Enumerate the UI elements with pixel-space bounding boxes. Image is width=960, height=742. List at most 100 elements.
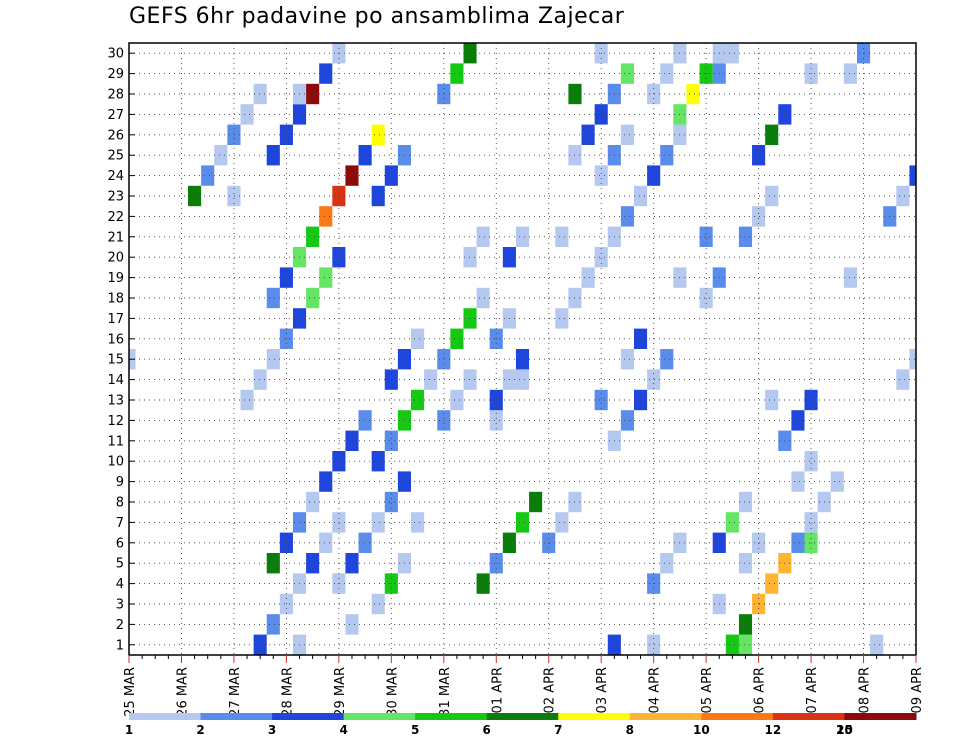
heatmap-cell [791,471,805,492]
heatmap-cell [476,573,490,594]
heatmap-cell [752,206,766,227]
heatmap-cell [240,389,254,411]
y-tick-label: 16 [107,332,124,347]
y-tick-label: 24 [107,169,124,184]
heatmap-cell [830,471,844,492]
heatmap-cell [253,83,267,105]
legend-swatch [701,713,774,720]
x-tick-label: 31 MAR [438,667,453,717]
heatmap-cell [896,185,910,207]
heatmap-cell [765,573,779,594]
heatmap-cell [384,165,398,186]
x-tick-label: 30 MAR [385,667,400,717]
heatmap-cell [765,389,779,411]
y-tick-label: 27 [107,108,124,123]
legend-label: 3 [268,723,276,737]
heatmap-cell [450,328,464,349]
heatmap-cell [201,165,215,186]
y-tick-label: 12 [107,414,124,429]
heatmap-cell [319,267,333,288]
legend-label: 12 [765,723,782,737]
heatmap-cells [129,43,916,655]
heatmap-cell [266,614,280,635]
heatmap-cell [424,369,438,390]
y-tick-label: 4 [116,577,124,592]
y-tick-label: 11 [107,434,124,449]
heatmap-cell [660,63,674,84]
heatmap-cell [371,185,385,207]
heatmap-cell [266,287,280,309]
x-tick-label: 26 MAR [175,667,190,717]
x-tick-label: 02 APR [543,667,558,713]
heatmap-cell [450,63,464,84]
legend-label: 15 [836,723,853,737]
heatmap-cell [738,491,753,513]
heatmap-cell [358,532,372,553]
y-tick-label: 26 [107,128,124,143]
heatmap-cell [332,247,346,268]
heatmap-cell [515,226,530,247]
heatmap-cell [660,349,674,370]
heatmap-cell [463,247,477,268]
y-tick-label: 8 [116,496,124,511]
y-tick-label: 22 [107,210,124,225]
heatmap-cell [437,349,451,370]
chart-title: GEFS 6hr padavine po ansamblima Zajecar [129,4,625,29]
heatmap-cell [686,83,700,105]
heatmap-cell [555,226,569,247]
x-tick-label: 28 MAR [280,667,295,717]
heatmap-cell [909,349,916,370]
legend-swatch [558,713,631,720]
y-tick-label: 18 [107,292,124,307]
heatmap-cell [266,349,280,370]
heatmap-cell [594,247,608,268]
heatmap-cell [620,206,634,227]
legend-label: 6 [483,723,491,737]
y-tick-label: 17 [107,312,124,327]
heatmap-cell [647,165,661,186]
y-tick-label: 19 [107,271,124,286]
heatmap-cell [332,512,346,533]
heatmap-cell [581,267,595,288]
heatmap-cell [725,634,739,655]
heatmap-cell [266,145,280,166]
x-tick-label: 07 APR [805,667,820,713]
heatmap-cell [594,389,608,411]
heatmap-cell [581,124,595,145]
legend-swatch [486,713,559,720]
heatmap-cell [804,451,818,472]
legend-swatch [772,713,845,720]
heatmap-cell [660,145,674,166]
heatmap-cell [529,491,543,513]
x-tick-label: 25 MAR [123,667,138,717]
y-tick-label: 20 [107,251,124,266]
heatmap-cell [384,491,398,513]
y-tick-label: 13 [107,394,124,409]
heatmap-cell [279,267,293,288]
y-tick-label: 7 [116,516,124,531]
heatmap-cell [909,165,916,186]
heatmap-cell [515,369,530,390]
heatmap-cell [384,430,398,451]
x-tick-label: 27 MAR [228,667,243,717]
x-tick-label: 05 APR [700,667,715,713]
heatmap-cell [752,532,766,553]
y-tick-label: 21 [107,230,124,245]
heatmap-cell [463,369,477,390]
heatmap-cell [358,145,372,166]
heatmap-cell [896,369,910,390]
heatmap-cell [319,206,333,227]
legend-swatch [129,713,202,720]
x-tick-label: 03 APR [595,667,610,713]
x-tick-label: 06 APR [753,667,768,713]
heatmap-cell [542,532,556,553]
heatmap-cell [411,389,425,411]
heatmap-cell [279,532,293,553]
legend-label: 2 [196,723,204,737]
legend-swatch [415,713,488,720]
heatmap-cell [227,185,241,207]
legend-swatch [844,713,917,720]
heatmap-cell [345,430,359,451]
heatmap-cell [555,308,569,329]
